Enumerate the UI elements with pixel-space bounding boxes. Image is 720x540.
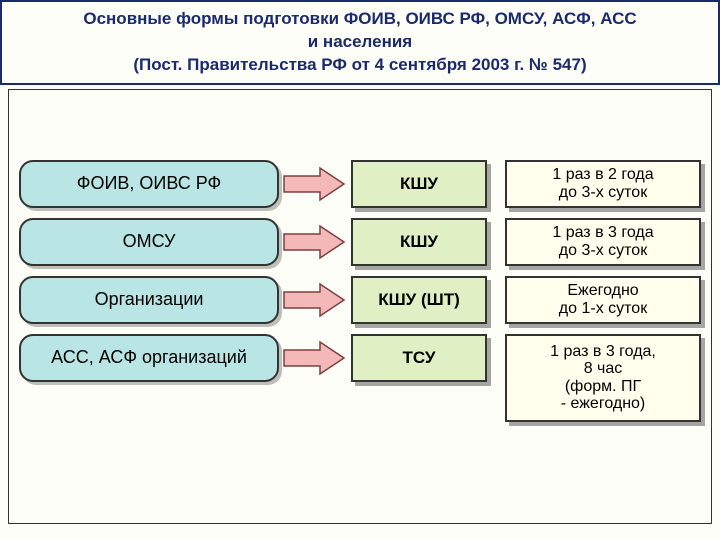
freq-line: (форм. ПГ	[565, 378, 641, 396]
exercise-box: КШУ	[351, 160, 487, 208]
table-row: Организации КШУ (ШТ) Ежегодно до 1-х сут…	[19, 276, 701, 324]
arrow-icon	[279, 276, 351, 324]
category-box-omsu: ОМСУ	[19, 218, 279, 266]
exercise-box: ТСУ	[351, 334, 487, 382]
freq-line: Ежегодно	[567, 282, 638, 300]
arrow-icon	[279, 160, 351, 208]
table-row: ФОИВ, ОИВС РФ КШУ 1 раз в 2 года до 3-х …	[19, 160, 701, 208]
freq-line: 1 раз в 2 года	[552, 166, 653, 184]
table-row: АСС, АСФ организаций ТСУ 1 раз в 3 года,…	[19, 334, 701, 422]
exercise-box: КШУ	[351, 218, 487, 266]
category-box-foiv: ФОИВ, ОИВС РФ	[19, 160, 279, 208]
exercise-box: КШУ (ШТ)	[351, 276, 487, 324]
freq-line: до 3-х суток	[559, 242, 647, 260]
freq-line: - ежегодно)	[561, 395, 646, 413]
arrow-icon	[279, 218, 351, 266]
title-line-2: и населения	[12, 31, 708, 54]
frequency-box: 1 раз в 2 года до 3-х суток	[505, 160, 701, 208]
title-line-1: Основные формы подготовки ФОИВ, ОИВС РФ,…	[12, 8, 708, 31]
category-box-ass: АСС, АСФ организаций	[19, 334, 279, 382]
arrow-icon	[279, 334, 351, 382]
category-box-org: Организации	[19, 276, 279, 324]
frequency-box: Ежегодно до 1-х суток	[505, 276, 701, 324]
frequency-box: 1 раз в 3 года до 3-х суток	[505, 218, 701, 266]
slide-title: Основные формы подготовки ФОИВ, ОИВС РФ,…	[0, 0, 720, 85]
frequency-box: 1 раз в 3 года, 8 час (форм. ПГ - ежегод…	[505, 334, 701, 422]
title-line-3: (Пост. Правительства РФ от 4 сентября 20…	[12, 54, 708, 77]
diagram-area: ФОИВ, ОИВС РФ КШУ 1 раз в 2 года до 3-х …	[8, 89, 712, 524]
freq-line: 1 раз в 3 года,	[550, 343, 656, 361]
freq-line: до 1-х суток	[559, 300, 647, 318]
freq-line: 1 раз в 3 года	[552, 224, 653, 242]
freq-line: 8 час	[584, 360, 623, 378]
table-row: ОМСУ КШУ 1 раз в 3 года до 3-х суток	[19, 218, 701, 266]
freq-line: до 3-х суток	[559, 184, 647, 202]
